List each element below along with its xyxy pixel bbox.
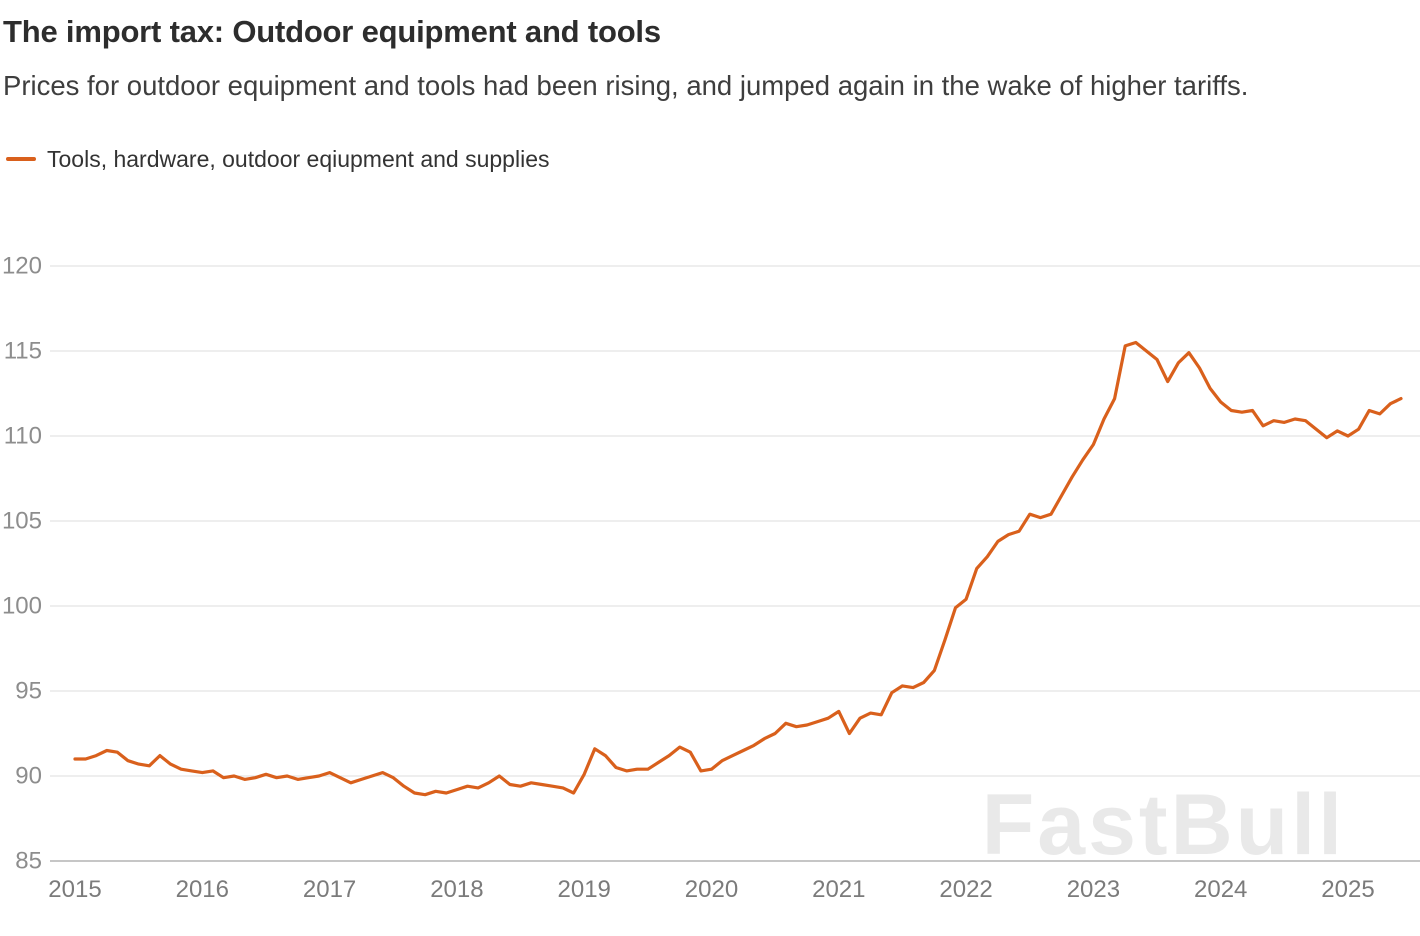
x-tick-label: 2016 — [176, 876, 229, 903]
legend-label: Tools, hardware, outdoor eqiupment and s… — [47, 145, 550, 172]
x-tick-label: 2025 — [1321, 876, 1374, 903]
x-tick-label: 2019 — [558, 876, 611, 903]
x-tick-label: 2021 — [812, 876, 865, 903]
y-tick-label: 120 — [2, 253, 42, 280]
chart-subtitle: Prices for outdoor equipment and tools h… — [3, 70, 1249, 101]
y-tick-label: 95 — [15, 678, 42, 705]
y-tick-label: 100 — [2, 593, 42, 620]
y-tick-label: 85 — [15, 848, 42, 875]
x-tick-label: 2022 — [939, 876, 992, 903]
gridlines — [50, 265, 1420, 862]
price-index-line — [73, 340, 1403, 797]
y-tick-label: 90 — [15, 763, 42, 790]
chart-header: The import tax: Outdoor equipment and to… — [0, 0, 1420, 173]
x-tick-label: 2024 — [1194, 876, 1247, 903]
x-tick-label: 2018 — [430, 876, 483, 903]
x-tick-label: 2020 — [685, 876, 738, 903]
x-tick-label: 2017 — [303, 876, 356, 903]
y-tick-label: 115 — [4, 338, 42, 365]
y-tick-label: 110 — [4, 423, 42, 450]
y-axis-labels: 85 90 95 100 105 110 115 120 — [2, 253, 42, 875]
chart-title: The import tax: Outdoor equipment and to… — [3, 14, 661, 49]
y-tick-label: 105 — [2, 508, 42, 535]
fastbull-watermark: FastBull — [982, 777, 1345, 873]
x-tick-label: 2015 — [48, 876, 101, 903]
x-tick-label: 2023 — [1067, 876, 1120, 903]
legend-line-swatch — [6, 157, 36, 162]
legend: Tools, hardware, outdoor eqiupment and s… — [6, 146, 1410, 173]
x-axis-labels: 2015 2016 2017 2018 2019 2020 2021 2022 2023 2024… — [48, 876, 1374, 903]
